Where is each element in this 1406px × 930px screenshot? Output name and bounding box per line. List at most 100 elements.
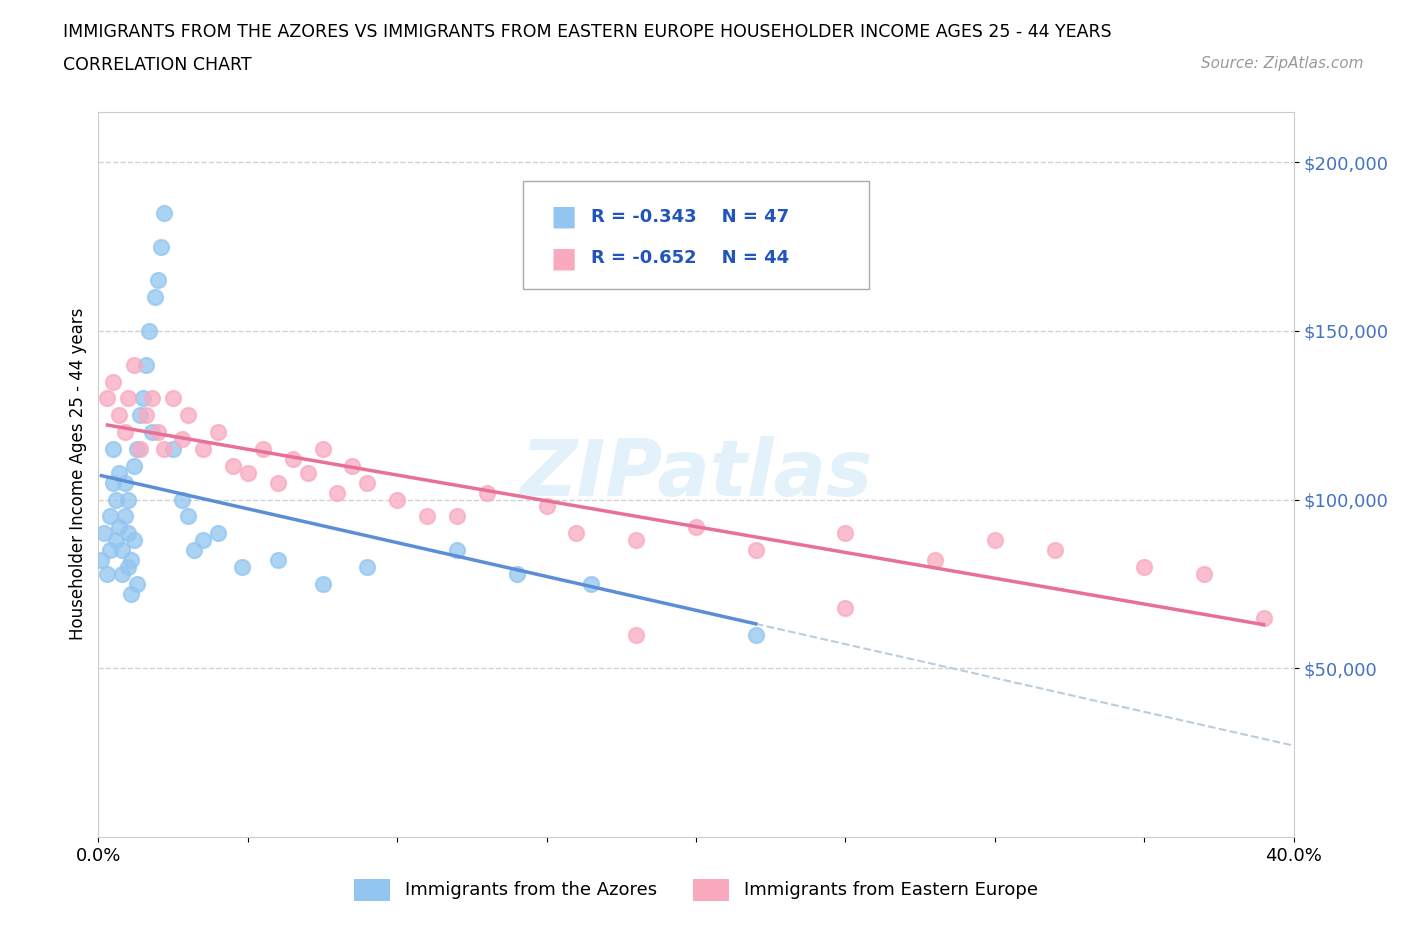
Point: [90, 553, 112, 568]
Point: [153, 442, 176, 457]
Point: [162, 391, 184, 405]
Text: ZIPatlas: ZIPatlas: [520, 436, 872, 512]
Point: [207, 425, 229, 440]
Point: [148, 272, 170, 287]
Point: [127, 577, 149, 591]
Point: [111, 566, 134, 581]
Point: [103, 475, 125, 490]
Point: [148, 425, 170, 440]
Point: [141, 425, 163, 440]
Point: [834, 600, 856, 615]
Point: [98, 509, 122, 524]
Point: [1043, 543, 1066, 558]
Point: [138, 324, 160, 339]
Point: [1133, 560, 1156, 575]
Point: [153, 206, 176, 220]
Point: [745, 543, 768, 558]
Point: [108, 465, 131, 480]
Point: [342, 458, 364, 473]
Point: [191, 442, 214, 457]
Point: [141, 391, 163, 405]
Point: [281, 452, 304, 467]
Point: [581, 577, 603, 591]
Point: [236, 465, 259, 480]
Point: [191, 533, 214, 548]
Point: [475, 485, 498, 500]
Point: [172, 492, 194, 507]
Point: [135, 408, 157, 423]
Point: [129, 442, 152, 457]
Point: [127, 442, 149, 457]
Point: [1192, 566, 1215, 581]
Point: [103, 442, 125, 457]
Point: [446, 543, 468, 558]
Point: [506, 566, 529, 581]
Point: [177, 509, 200, 524]
Legend: Immigrants from the Azores, Immigrants from Eastern Europe: Immigrants from the Azores, Immigrants f…: [347, 871, 1045, 908]
Point: [626, 627, 648, 642]
Point: [129, 408, 152, 423]
Point: [93, 525, 115, 540]
Point: [626, 533, 648, 548]
Point: [117, 525, 139, 540]
Point: [416, 509, 439, 524]
Point: [132, 391, 155, 405]
Point: [120, 587, 142, 602]
Point: [177, 408, 200, 423]
Point: [105, 533, 128, 548]
Point: [117, 560, 139, 575]
Point: [96, 391, 118, 405]
FancyBboxPatch shape: [523, 180, 869, 289]
Point: [98, 543, 122, 558]
Text: Source: ZipAtlas.com: Source: ZipAtlas.com: [1201, 56, 1364, 71]
Point: [446, 509, 468, 524]
Point: [143, 290, 166, 305]
Point: [311, 442, 333, 457]
Point: [111, 543, 134, 558]
Point: [124, 533, 146, 548]
Point: [326, 485, 349, 500]
Text: ■: ■: [550, 203, 576, 231]
Point: [183, 543, 205, 558]
Point: [231, 560, 253, 575]
Point: [114, 509, 136, 524]
Point: [267, 553, 290, 568]
Point: [117, 391, 139, 405]
Point: [207, 525, 229, 540]
Point: [150, 239, 173, 254]
Point: [745, 627, 768, 642]
Text: ■: ■: [550, 245, 576, 272]
Point: [252, 442, 274, 457]
Point: [311, 577, 333, 591]
Point: [536, 498, 558, 513]
Point: [385, 492, 409, 507]
Point: [297, 465, 319, 480]
Y-axis label: Householder Income Ages 25 - 44 years: Householder Income Ages 25 - 44 years: [69, 308, 87, 641]
Point: [96, 566, 118, 581]
Point: [117, 492, 139, 507]
Point: [685, 519, 707, 534]
Point: [114, 425, 136, 440]
Point: [108, 519, 131, 534]
Point: [984, 533, 1007, 548]
Point: [267, 475, 290, 490]
Point: [124, 458, 146, 473]
Point: [1253, 610, 1275, 625]
Text: R = -0.652    N = 44: R = -0.652 N = 44: [591, 249, 789, 267]
Text: R = -0.343    N = 47: R = -0.343 N = 47: [591, 207, 789, 226]
Text: CORRELATION CHART: CORRELATION CHART: [63, 56, 252, 73]
Point: [222, 458, 245, 473]
Point: [124, 357, 146, 372]
Point: [356, 475, 378, 490]
Point: [565, 525, 588, 540]
Point: [103, 374, 125, 389]
Point: [114, 475, 136, 490]
Point: [135, 357, 157, 372]
Text: IMMIGRANTS FROM THE AZORES VS IMMIGRANTS FROM EASTERN EUROPE HOUSEHOLDER INCOME : IMMIGRANTS FROM THE AZORES VS IMMIGRANTS…: [63, 23, 1112, 41]
Point: [105, 492, 128, 507]
Point: [172, 432, 194, 446]
Point: [356, 560, 378, 575]
Point: [834, 525, 856, 540]
Point: [120, 553, 142, 568]
Point: [924, 553, 946, 568]
